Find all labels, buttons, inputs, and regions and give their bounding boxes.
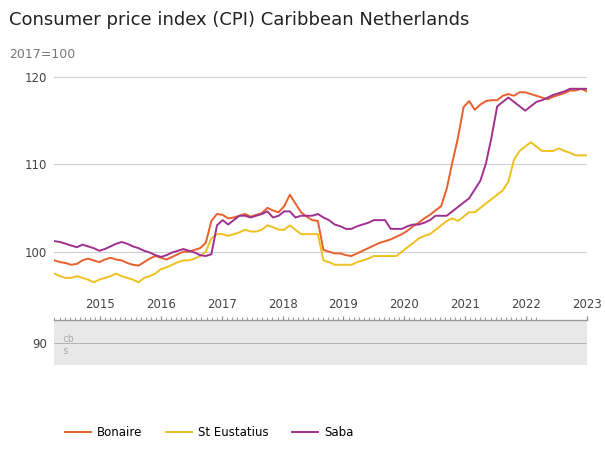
Legend: Bonaire, St Eustatius, Saba: Bonaire, St Eustatius, Saba	[60, 421, 358, 444]
Text: 2017=100: 2017=100	[9, 48, 76, 61]
Text: Consumer price index (CPI) Caribbean Netherlands: Consumer price index (CPI) Caribbean Net…	[9, 11, 469, 30]
Text: cb
s: cb s	[62, 334, 74, 356]
